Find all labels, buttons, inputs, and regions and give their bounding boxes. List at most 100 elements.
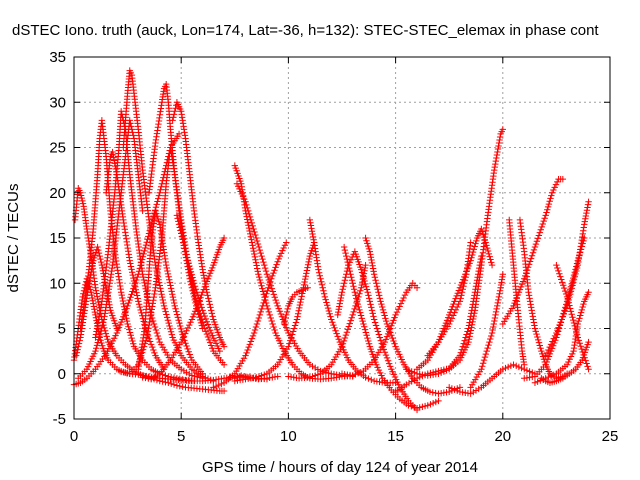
data-point-marker (330, 321, 337, 329)
data-point-marker (486, 338, 493, 346)
data-point-marker (122, 309, 129, 316)
data-point-marker (536, 342, 543, 349)
data-point-marker (267, 314, 274, 322)
data-point-marker (203, 278, 211, 285)
data-point-marker (567, 308, 575, 315)
data-point-marker (486, 253, 493, 260)
data-point-marker (155, 335, 163, 343)
data-point-marker (343, 329, 351, 336)
data-point-marker (270, 269, 277, 277)
data-point-marker (169, 291, 176, 298)
data-point-marker (403, 381, 410, 388)
data-point-marker (274, 373, 281, 380)
data-point-marker (97, 327, 105, 335)
data-point-marker (254, 317, 262, 325)
data-point-marker (467, 390, 474, 397)
chart-title: dSTEC Iono. truth (auck, Lon=174, Lat=-3… (12, 22, 599, 39)
data-point-marker (164, 317, 172, 324)
data-point-marker (459, 286, 466, 293)
data-point-marker (283, 311, 290, 319)
data-point-marker (206, 339, 214, 346)
data-point-marker (205, 298, 213, 305)
y-tick-label: 35 (49, 49, 66, 66)
data-point-marker (496, 133, 504, 141)
data-point-marker (342, 274, 349, 281)
data-point-marker (199, 307, 206, 314)
data-point-marker (494, 148, 501, 156)
data-point-marker (154, 215, 162, 223)
data-point-marker (292, 319, 300, 326)
data-point-marker (244, 346, 251, 354)
data-point-marker (450, 312, 457, 319)
data-point-marker (571, 322, 578, 330)
data-point-marker (531, 322, 538, 329)
data-point-marker (548, 192, 555, 199)
data-point-marker (318, 281, 326, 288)
data-point-marker (121, 306, 128, 313)
data-series-group (145, 80, 206, 332)
data-point-marker (352, 371, 359, 378)
data-point-marker (456, 284, 464, 291)
data-point-marker (554, 264, 561, 272)
data-point-marker (92, 331, 100, 338)
data-point-marker (142, 241, 150, 249)
data-point-marker (320, 290, 328, 298)
data-point-marker (201, 312, 208, 320)
data-point-marker (472, 240, 479, 247)
data-point-marker (263, 290, 270, 298)
data-point-marker (179, 236, 186, 243)
data-point-marker (568, 311, 575, 318)
data-point-marker (262, 267, 270, 275)
data-point-marker (456, 298, 464, 305)
data-point-marker (251, 253, 259, 261)
data-point-marker (172, 305, 179, 312)
data-point-marker (205, 295, 212, 302)
data-point-marker (203, 330, 211, 338)
data-point-marker (328, 316, 335, 323)
data-point-marker (441, 322, 449, 329)
data-point-marker (383, 317, 390, 325)
data-point-marker (168, 288, 175, 295)
y-tick-label: 5 (58, 321, 66, 338)
data-point-marker (246, 230, 254, 238)
data-point-marker (127, 263, 135, 270)
data-point-marker (194, 292, 202, 299)
data-point-marker (446, 384, 453, 391)
data-point-marker (551, 184, 558, 191)
data-point-marker (248, 236, 255, 243)
data-point-marker (129, 337, 136, 345)
data-point-marker (375, 292, 383, 299)
data-point-marker (376, 369, 384, 377)
data-point-marker (357, 287, 364, 294)
data-point-marker (165, 373, 172, 380)
data-point-marker (97, 307, 104, 314)
data-point-marker (208, 310, 216, 317)
data-point-marker (151, 349, 158, 357)
data-point-marker (399, 297, 406, 304)
data-point-marker (218, 380, 225, 388)
data-point-marker (401, 291, 409, 299)
data-point-marker (274, 258, 281, 265)
data-point-marker (93, 293, 101, 300)
data-point-marker (421, 402, 429, 410)
data-point-marker (516, 286, 524, 293)
data-point-marker (357, 309, 364, 316)
data-point-marker (338, 343, 346, 350)
data-point-marker (204, 275, 212, 282)
data-point-marker (566, 305, 574, 312)
data-point-marker (171, 108, 178, 115)
data-point-marker (451, 386, 458, 393)
data-point-marker (270, 323, 277, 331)
data-point-marker (184, 324, 192, 332)
data-point-marker (338, 289, 346, 296)
data-point-marker (89, 297, 96, 304)
data-point-marker (345, 261, 352, 269)
data-point-marker (152, 326, 160, 334)
data-point-marker (462, 334, 469, 341)
data-point-marker (391, 314, 398, 321)
data-point-marker (153, 329, 161, 337)
data-point-marker (252, 256, 259, 264)
data-point-marker (202, 328, 210, 335)
data-point-marker (99, 345, 107, 352)
data-point-marker (554, 178, 561, 186)
